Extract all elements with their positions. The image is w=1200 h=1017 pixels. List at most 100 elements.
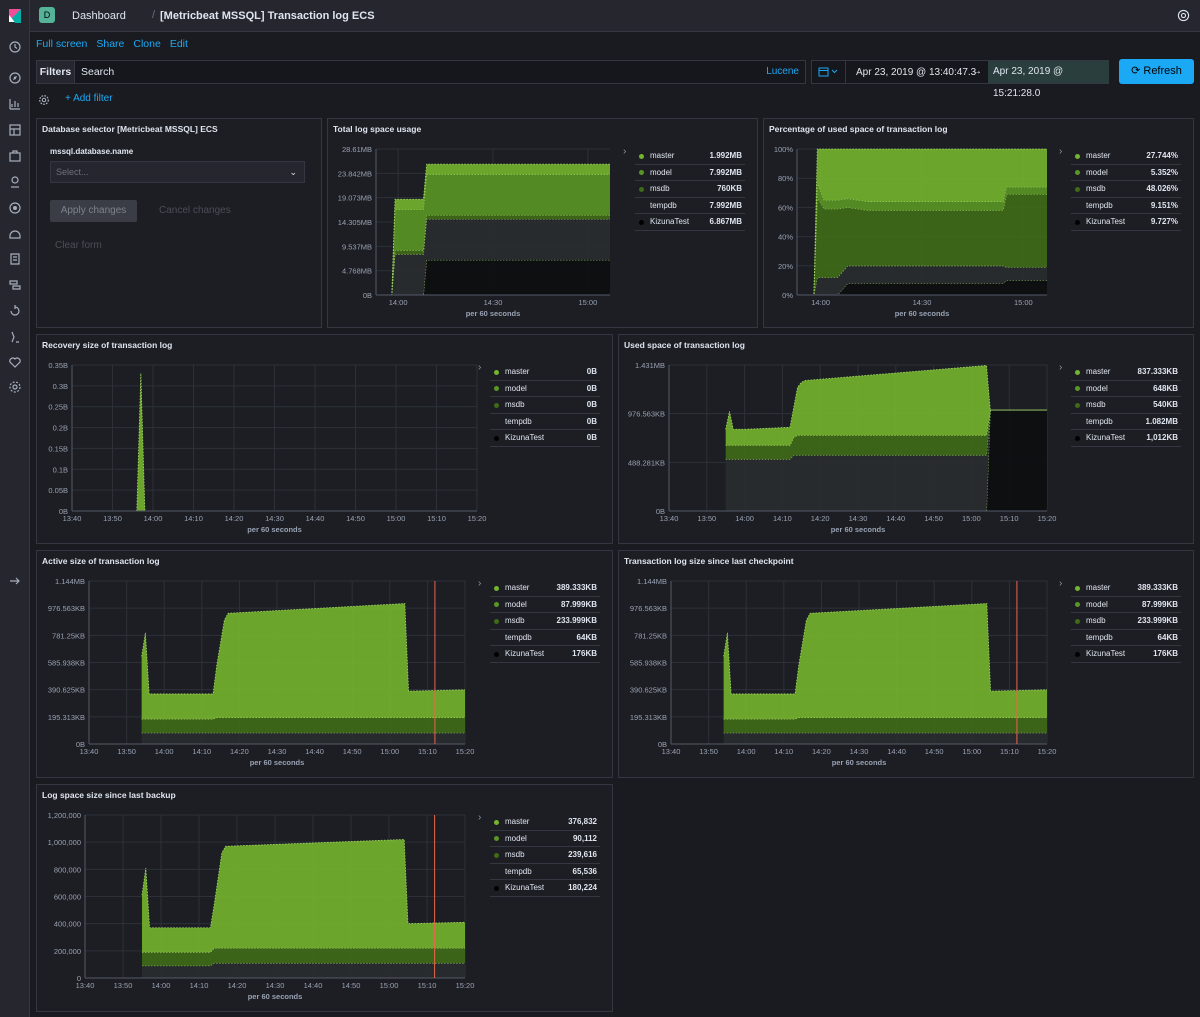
- area-master[interactable]: [142, 839, 465, 953]
- refresh-button[interactable]: ⟳ Refresh: [1119, 59, 1194, 84]
- legend-item-master[interactable]: master 837.333KB: [1071, 364, 1181, 381]
- legend-item-model[interactable]: model 7.992MB: [635, 165, 745, 181]
- legend-item-msdb[interactable]: msdb 233.999KB: [1071, 613, 1181, 630]
- legend-item-tempdb[interactable]: tempdb 64KB: [1071, 630, 1181, 646]
- expand-nav-icon[interactable]: [8, 574, 22, 588]
- quick-select-button[interactable]: [812, 61, 846, 83]
- legend-toggle-icon[interactable]: ›: [478, 812, 482, 823]
- area-master[interactable]: [723, 603, 1047, 719]
- area-model[interactable]: [376, 174, 610, 295]
- infrastructure-icon[interactable]: [8, 227, 22, 241]
- help-icon[interactable]: [1177, 9, 1190, 22]
- legend-toggle-icon[interactable]: ›: [1059, 578, 1063, 589]
- area-master[interactable]: [725, 365, 1047, 446]
- legend-item-tempdb[interactable]: tempdb 64KB: [490, 630, 600, 646]
- query-language-toggle[interactable]: Lucene: [766, 66, 799, 77]
- legend-item-tempdb[interactable]: tempdb 7.992MB: [635, 198, 745, 214]
- legend-item-master[interactable]: master 389.333KB: [490, 580, 600, 597]
- legend-item-model[interactable]: model 0B: [490, 381, 600, 397]
- legend-item-msdb[interactable]: msdb 48.026%: [1071, 181, 1181, 198]
- legend-item-kizunatest[interactable]: KizunaTest 0B: [490, 430, 600, 447]
- canvas-icon[interactable]: [8, 149, 22, 163]
- area-msdb[interactable]: [723, 717, 1047, 733]
- area-tempdb[interactable]: [376, 219, 610, 295]
- legend-toggle-icon[interactable]: ›: [623, 146, 627, 157]
- legend-item-model[interactable]: model 648KB: [1071, 381, 1181, 397]
- edit-link[interactable]: Edit: [169, 38, 188, 50]
- area-msdb[interactable]: [142, 948, 465, 966]
- maps-icon[interactable]: [8, 175, 22, 189]
- legend-item-tempdb[interactable]: tempdb 9.151%: [1071, 198, 1181, 214]
- kibana-logo-icon[interactable]: [8, 9, 22, 23]
- clear-form-button[interactable]: Clear form: [55, 240, 102, 251]
- legend-item-model[interactable]: model 87.999KB: [1071, 597, 1181, 613]
- area-master[interactable]: [141, 603, 465, 719]
- visualize-icon[interactable]: [8, 97, 22, 111]
- legend-item-msdb[interactable]: msdb 233.999KB: [490, 613, 600, 630]
- legend-toggle-icon[interactable]: ›: [478, 578, 482, 589]
- legend-series-name: tempdb: [1086, 632, 1113, 642]
- area-kizunatest[interactable]: [376, 259, 610, 295]
- area-master[interactable]: [797, 149, 1047, 295]
- legend-item-model[interactable]: model 5.352%: [1071, 165, 1181, 181]
- discover-icon[interactable]: [8, 71, 22, 85]
- filter-settings-icon[interactable]: [38, 94, 50, 106]
- legend-toggle-icon[interactable]: ›: [478, 362, 482, 373]
- legend-item-model[interactable]: model 87.999KB: [490, 597, 600, 613]
- area-tempdb[interactable]: [142, 963, 465, 978]
- logs-icon[interactable]: [8, 252, 22, 266]
- apm-icon[interactable]: [8, 278, 22, 292]
- area-msdb[interactable]: [141, 717, 465, 733]
- legend-item-master[interactable]: master 376,832: [490, 814, 600, 831]
- legend-toggle-icon[interactable]: ›: [1059, 362, 1063, 373]
- legend-item-tempdb[interactable]: tempdb 65,536: [490, 864, 600, 880]
- legend-item-kizunatest[interactable]: KizunaTest 6.867MB: [635, 214, 745, 231]
- search-input[interactable]: [81, 64, 721, 80]
- legend-toggle-icon[interactable]: ›: [1059, 146, 1063, 157]
- add-filter-button[interactable]: + Add filter: [65, 93, 113, 104]
- legend-item-master[interactable]: master 1.992MB: [635, 148, 745, 165]
- legend-item-model[interactable]: model 90,112: [490, 831, 600, 847]
- full-screen-link[interactable]: Full screen: [36, 38, 88, 50]
- area-kizunatest[interactable]: [725, 410, 1047, 511]
- monitoring-icon[interactable]: [8, 355, 22, 369]
- management-icon[interactable]: [8, 380, 22, 394]
- share-link[interactable]: Share: [96, 38, 125, 50]
- database-name-select[interactable]: Select... ⌄: [50, 161, 305, 183]
- end-date[interactable]: Apr 23, 2019 @ 15:21:28.0: [988, 61, 1109, 99]
- apply-changes-button[interactable]: Apply changes: [50, 200, 137, 222]
- area-tempdb[interactable]: [797, 265, 1047, 295]
- legend-item-kizunatest[interactable]: KizunaTest 176KB: [1071, 646, 1181, 663]
- legend-item-kizunatest[interactable]: KizunaTest 176KB: [490, 646, 600, 663]
- legend-item-msdb[interactable]: msdb 760KB: [635, 181, 745, 198]
- area-model[interactable]: [797, 182, 1047, 295]
- legend-item-kizunatest[interactable]: KizunaTest 180,224: [490, 880, 600, 897]
- legend-item-msdb[interactable]: msdb 540KB: [1071, 397, 1181, 414]
- legend-item-msdb[interactable]: msdb 0B: [490, 397, 600, 414]
- recently-viewed-icon[interactable]: [8, 40, 22, 54]
- cancel-changes-button[interactable]: Cancel changes: [159, 205, 231, 216]
- area-tempdb[interactable]: [723, 732, 1047, 744]
- legend-item-msdb[interactable]: msdb 239,616: [490, 847, 600, 864]
- legend-item-tempdb[interactable]: tempdb 1.082MB: [1071, 414, 1181, 430]
- legend-item-master[interactable]: master 0B: [490, 364, 600, 381]
- space-avatar[interactable]: D: [39, 7, 55, 23]
- uptime-icon[interactable]: [8, 304, 22, 318]
- area-msdb[interactable]: [725, 410, 1047, 460]
- breadcrumb-root[interactable]: Dashboard: [72, 10, 126, 22]
- legend-item-tempdb[interactable]: tempdb 0B: [490, 414, 600, 430]
- legend-item-master[interactable]: master 27.744%: [1071, 148, 1181, 165]
- legend-item-kizunatest[interactable]: KizunaTest 9.727%: [1071, 214, 1181, 231]
- area-tempdb[interactable]: [141, 732, 465, 744]
- x-tick-label: 14:20: [225, 514, 244, 523]
- area-kizunatest[interactable]: [797, 280, 1047, 295]
- area-tempdb[interactable]: [725, 410, 1047, 511]
- area-msdb[interactable]: [797, 194, 1047, 295]
- dev-tools-icon[interactable]: [8, 330, 22, 344]
- ml-icon[interactable]: [8, 201, 22, 215]
- legend-item-kizunatest[interactable]: KizunaTest 1,012KB: [1071, 430, 1181, 447]
- clone-link[interactable]: Clone: [133, 38, 161, 50]
- start-date[interactable]: Apr 23, 2019 @ 13:40:47.3: [856, 67, 977, 78]
- legend-item-master[interactable]: master 389.333KB: [1071, 580, 1181, 597]
- dashboard-icon[interactable]: [8, 123, 22, 137]
